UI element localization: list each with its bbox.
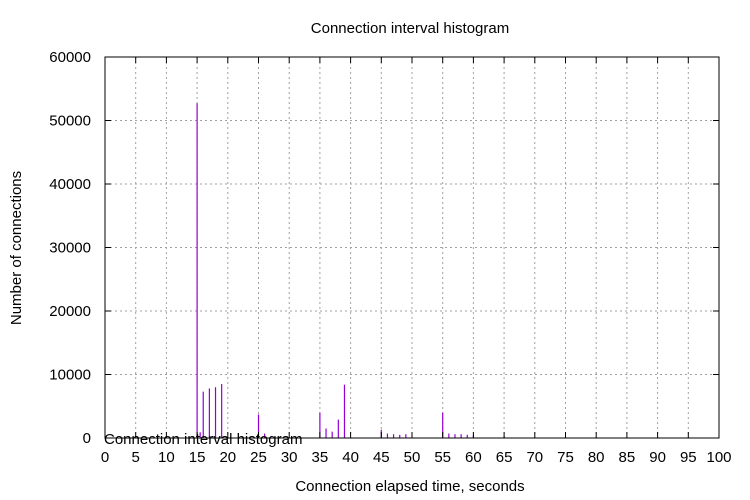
x-tick-label: 70 (526, 449, 543, 466)
x-tick-label: 25 (250, 449, 267, 466)
x-tick-label: 55 (434, 449, 451, 466)
x-tick-label: 80 (588, 449, 605, 466)
x-tick-label: 0 (101, 449, 109, 466)
y-tick-label: 50000 (49, 113, 91, 130)
x-tick-label: 10 (158, 449, 175, 466)
y-tick-label: 60000 (49, 49, 91, 66)
x-tick-label: 95 (680, 449, 697, 466)
x-tick-label: 75 (557, 449, 574, 466)
y-tick-label: 10000 (49, 367, 91, 384)
x-tick-label: 30 (281, 449, 298, 466)
y-tick-label: 40000 (49, 176, 91, 193)
x-axis-label: Connection elapsed time, seconds (295, 478, 524, 495)
x-tick-label: 60 (465, 449, 482, 466)
x-tick-label: 5 (132, 449, 140, 466)
x-tick-label: 15 (189, 449, 206, 466)
histogram-bars (196, 103, 505, 438)
x-tick-label: 45 (373, 449, 390, 466)
x-tick-label: 40 (342, 449, 359, 466)
y-tick-label: 0 (83, 430, 91, 447)
x-tick-label: 50 (404, 449, 421, 466)
x-tick-label: 85 (619, 449, 636, 466)
y-tick-label: 20000 (49, 303, 91, 320)
legend-label: Connection interval histogram (104, 431, 302, 448)
x-tick-label: 35 (312, 449, 329, 466)
y-tick-label: 30000 (49, 240, 91, 257)
x-tick-label: 65 (496, 449, 513, 466)
grid-lines (105, 57, 719, 438)
y-axis-label: Number of connections (8, 171, 25, 325)
axis-ticks: 0 5 10 15 20 25 30 35 40 45 50 55 60 65 70 75 80 85 90 95 10… (49, 49, 731, 466)
x-tick-label: 90 (649, 449, 666, 466)
chart-title: Connection interval histogram (311, 20, 509, 37)
x-tick-label: 100 (706, 449, 731, 466)
x-tick-label: 20 (219, 449, 236, 466)
